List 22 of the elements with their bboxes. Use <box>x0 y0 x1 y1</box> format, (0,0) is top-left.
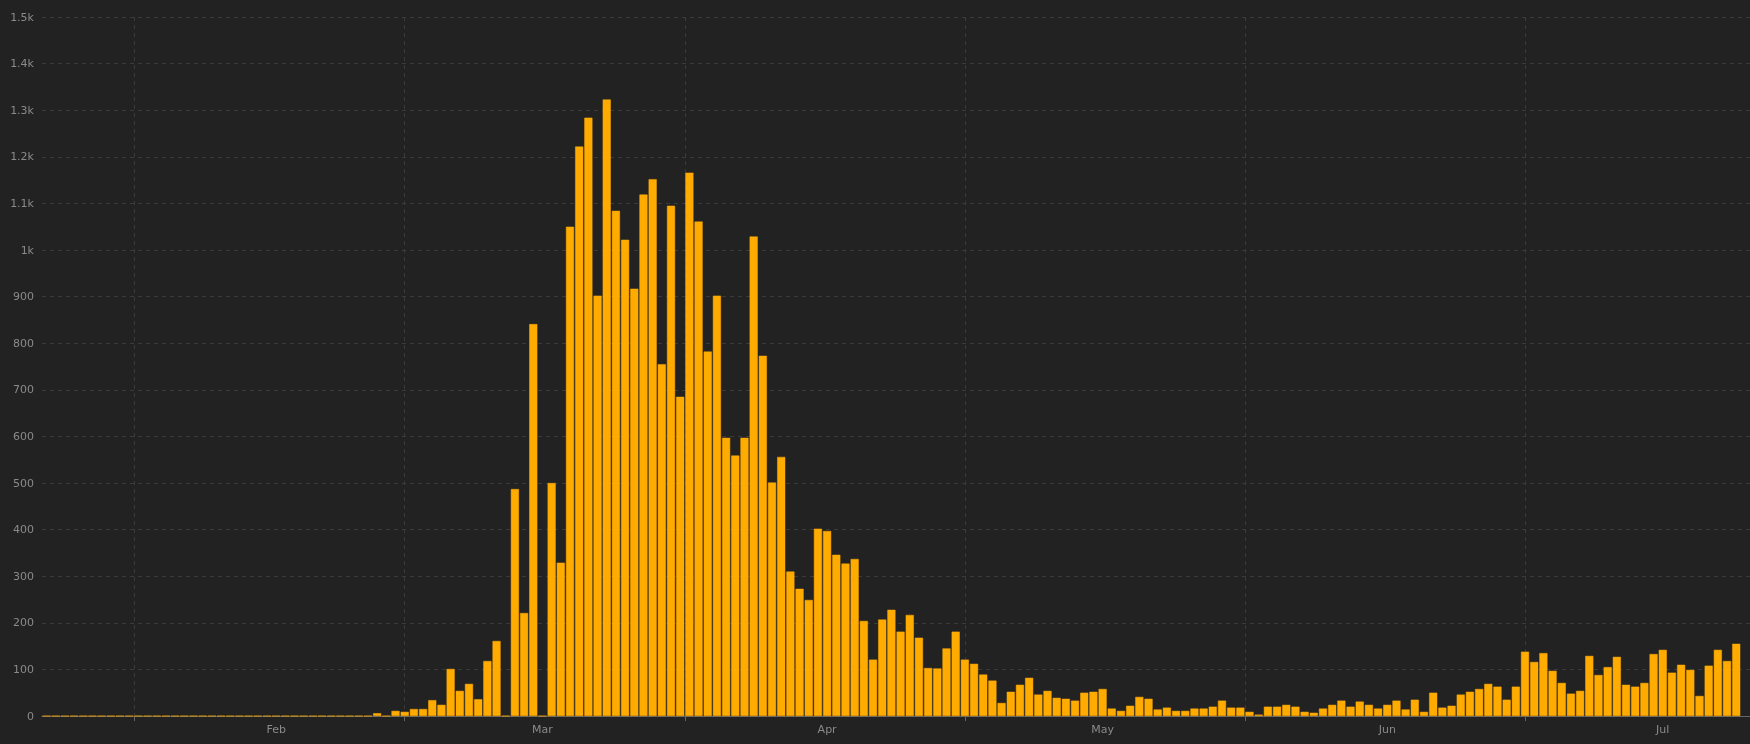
y-tick-label: 1.1k <box>10 196 35 210</box>
x-tick-label: Jul <box>1655 723 1670 736</box>
x-tick-label: Mar <box>532 723 554 736</box>
y-tick-label: 1.2k <box>10 150 35 164</box>
x-tick-label: Jun <box>1377 723 1396 736</box>
y-tick-label: 200 <box>13 616 34 630</box>
y-tick-label: 0 <box>27 709 34 723</box>
y-tick-label: 1.5k <box>10 10 35 24</box>
y-tick-label: 700 <box>13 383 34 397</box>
y-tick-label: 900 <box>13 290 34 304</box>
y-tick-label: 600 <box>13 429 34 443</box>
x-tick-label: Feb <box>266 723 286 736</box>
y-tick-label: 300 <box>13 569 34 583</box>
y-tick-label: 1k <box>20 243 35 257</box>
y-tick-label: 500 <box>13 476 34 490</box>
y-tick-label: 800 <box>13 336 34 350</box>
y-tick-label: 400 <box>13 523 34 537</box>
x-tick-label: May <box>1091 723 1115 736</box>
y-tick-label: 1.3k <box>10 103 35 117</box>
x-tick-label: Apr <box>817 723 838 736</box>
y-tick-label: 100 <box>13 662 34 676</box>
y-tick-label: 1.4k <box>10 57 35 71</box>
